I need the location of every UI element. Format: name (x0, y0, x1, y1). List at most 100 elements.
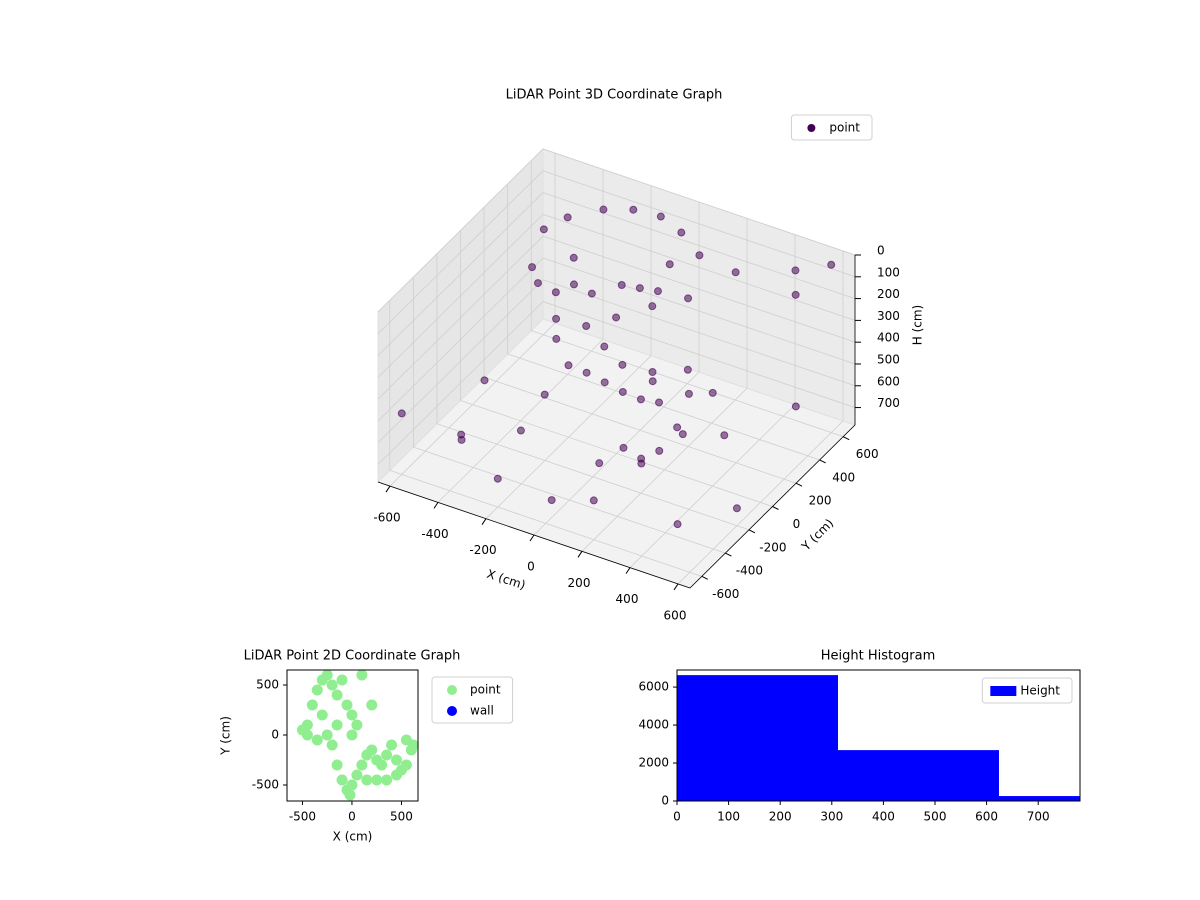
y-tick-label: 0 (661, 794, 669, 808)
point (356, 670, 368, 681)
point (569, 280, 578, 289)
grid-line (460, 400, 773, 507)
point (635, 284, 644, 293)
point (341, 699, 353, 711)
legend-label: wall (470, 704, 494, 718)
x-tick-label: 100 (717, 810, 740, 824)
point (321, 670, 333, 681)
point (539, 225, 548, 234)
point (612, 313, 621, 322)
point (346, 729, 358, 741)
grid-line (542, 214, 856, 321)
x-tick (481, 518, 487, 525)
x-tick (673, 583, 679, 591)
point (655, 398, 664, 407)
bar (677, 675, 838, 801)
point (346, 709, 358, 721)
x-tick-label: 200 (769, 810, 792, 824)
point (589, 496, 598, 505)
x-tick-label: 500 (924, 810, 947, 824)
chart-title: LiDAR Point 2D Coordinate Graph (244, 649, 461, 664)
grid-line (377, 257, 544, 422)
x-tick (577, 551, 583, 558)
point (551, 288, 560, 297)
point (366, 744, 378, 756)
point (540, 390, 549, 399)
z-tick-label: 100 (877, 265, 900, 279)
point (480, 376, 489, 385)
grid-line (413, 446, 726, 554)
point (684, 294, 693, 303)
y-tick-label: -500 (252, 778, 279, 792)
point (351, 769, 363, 781)
point (533, 279, 542, 288)
axes-frame (676, 669, 1081, 802)
legend: point (790, 114, 873, 141)
grid-line (542, 192, 856, 299)
grid-line (542, 148, 856, 256)
y-tick-label: 0 (793, 517, 801, 531)
point (563, 213, 572, 222)
y-tick (772, 506, 779, 510)
point (493, 474, 502, 483)
point (331, 719, 343, 731)
point (618, 387, 627, 396)
point (326, 679, 338, 691)
legend: point wall (431, 676, 514, 724)
x-tick (433, 502, 439, 509)
z-axis-label: H (cm) (911, 305, 925, 346)
x-tick (385, 485, 391, 493)
z-tick-label: 200 (877, 287, 900, 301)
point (331, 689, 343, 701)
x-tick-label: 200 (568, 576, 591, 590)
x-tick-label: 0 (673, 810, 681, 824)
y-axis-label: Y (cm) (798, 516, 836, 554)
point (351, 719, 363, 731)
grid-line (542, 301, 856, 408)
point (564, 361, 573, 370)
x-tick-label: -500 (289, 810, 316, 824)
point (381, 749, 393, 761)
point (637, 454, 646, 463)
point (791, 266, 800, 275)
grid-line (377, 192, 544, 356)
grid-line (542, 170, 856, 278)
chart-title: Height Histogram (821, 649, 936, 664)
point (331, 759, 343, 771)
x-tick-label: 300 (820, 810, 843, 824)
grid-line (542, 257, 856, 365)
point (301, 719, 313, 731)
legend: Height (981, 677, 1073, 704)
point (582, 368, 591, 377)
y-tick-label: 2000 (638, 756, 669, 770)
point (648, 368, 657, 377)
point (311, 734, 323, 746)
point (457, 430, 466, 439)
z-tick-label: 500 (877, 352, 900, 366)
point (732, 504, 741, 513)
y-tick (795, 482, 803, 487)
grid-line (377, 148, 544, 313)
legend-label: point (829, 121, 860, 135)
x-tick (529, 534, 535, 542)
grid-line (542, 235, 856, 343)
grid-line (377, 301, 544, 465)
point (306, 699, 318, 711)
grid-line (389, 469, 702, 577)
y-tick-label: -600 (712, 587, 739, 601)
point (391, 769, 403, 781)
y-axis-label: Y (cm) (219, 716, 233, 756)
point (547, 496, 556, 505)
point (648, 302, 657, 311)
grid-line (507, 353, 820, 461)
point (361, 774, 373, 786)
x-tick-label: -200 (469, 543, 496, 557)
point (673, 423, 682, 432)
legend-label: point (470, 683, 501, 697)
y-tick-label: 4000 (638, 718, 669, 732)
point (569, 253, 578, 262)
point (376, 759, 388, 771)
x-tick-label: -400 (421, 527, 448, 541)
point (678, 430, 687, 439)
